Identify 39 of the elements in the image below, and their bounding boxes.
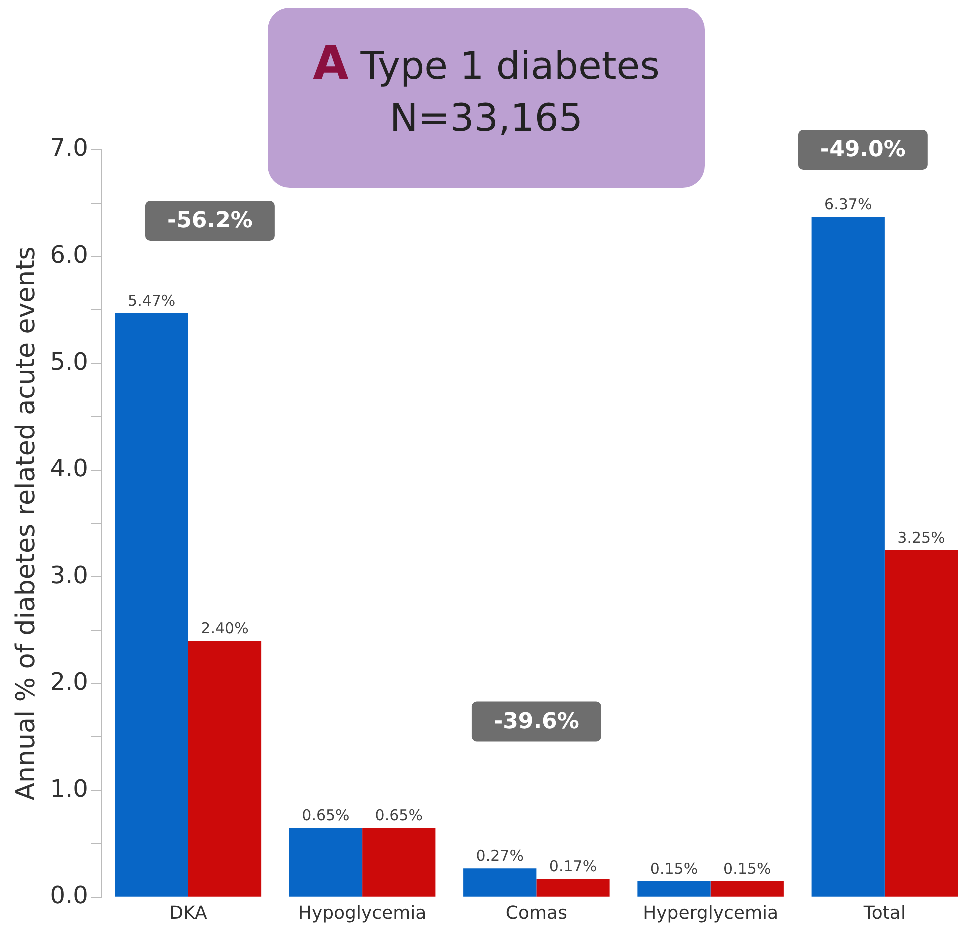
annotation: -39.6% — [494, 709, 580, 734]
data-label: 2.40% — [201, 620, 249, 638]
chart-subtitle: N=33,165 — [388, 96, 584, 140]
data-label: 0.65% — [375, 806, 423, 824]
data-label: 0.15% — [724, 860, 772, 878]
annotation: -49.0% — [820, 138, 906, 163]
x-tick-label: Comas — [506, 902, 568, 924]
bar — [362, 828, 436, 897]
bar — [812, 217, 885, 897]
data-label: 5.47% — [128, 292, 176, 310]
data-label: 0.15% — [650, 860, 698, 878]
bar — [884, 550, 958, 897]
y-tick-label: 6.0 — [50, 241, 88, 270]
bar — [289, 828, 363, 897]
data-label: 3.25% — [898, 528, 946, 547]
data-label: 0.17% — [549, 858, 598, 876]
chart-title: A Type 1 diabetes — [312, 36, 661, 90]
data-label: 0.65% — [302, 806, 350, 824]
x-tick-label: Hyperglycemia — [643, 902, 779, 924]
bar — [710, 881, 784, 897]
y-tick-label: 7.0 — [50, 134, 88, 162]
x-tick-label: Hypoglycemia — [298, 902, 427, 924]
bar — [115, 313, 188, 897]
x-tick-label: Total — [862, 902, 906, 924]
y-tick-label: 3.0 — [50, 561, 88, 590]
bar — [464, 868, 537, 897]
x-tick-label: DKA — [170, 902, 208, 924]
bar — [638, 881, 711, 897]
bar — [536, 879, 610, 897]
annotation: -56.2% — [167, 208, 253, 234]
y-tick-label: 0.0 — [50, 882, 88, 910]
y-axis-title: Annual % of diabetes related acute events — [11, 246, 42, 801]
bar — [188, 641, 262, 897]
y-tick-label: 5.0 — [50, 348, 88, 376]
y-tick-label: 2.0 — [50, 668, 88, 696]
data-label: 0.27% — [476, 846, 524, 865]
y-tick-label: 1.0 — [50, 774, 88, 803]
y-tick-label: 4.0 — [50, 454, 88, 483]
data-label: 6.37% — [824, 196, 872, 214]
